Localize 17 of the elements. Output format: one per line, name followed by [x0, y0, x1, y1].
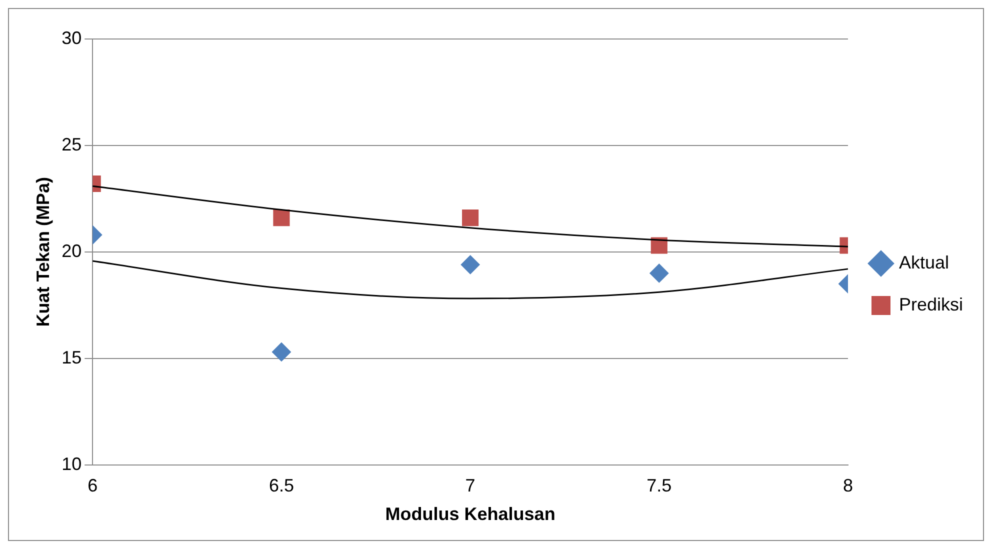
x-tick-label: 7.5: [646, 476, 672, 496]
point: [462, 210, 479, 226]
y-axis-title: Kuat Tekan (MPa): [32, 177, 53, 327]
y-tick-label: 30: [62, 28, 82, 48]
x-tick-label: 6.5: [268, 476, 294, 496]
y-tick-label: 15: [62, 347, 82, 368]
y-tick-label: 20: [62, 240, 82, 261]
x-tick-label: 8: [842, 476, 853, 496]
legend-label: Prediksi: [898, 294, 964, 314]
line-series: [92, 260, 848, 300]
y-tick-label: 10: [62, 454, 82, 474]
y-tick-label: 25: [62, 134, 82, 154]
x-axis-title: Modulus Kehalusan: [385, 504, 556, 524]
x-tick-label: 6: [88, 476, 98, 496]
legend-label: Aktual: [898, 252, 950, 272]
x-tick-label: 7: [465, 476, 476, 496]
point: [460, 255, 480, 274]
